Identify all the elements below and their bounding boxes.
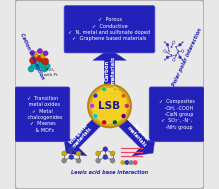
Text: Carbon
materials: Carbon materials	[105, 56, 115, 84]
Circle shape	[69, 147, 74, 152]
Circle shape	[170, 54, 172, 56]
Circle shape	[173, 41, 175, 43]
Circle shape	[36, 55, 43, 62]
Circle shape	[164, 59, 166, 61]
Circle shape	[69, 155, 74, 160]
Circle shape	[112, 87, 117, 92]
Text: ✓  Porous
✓  Conductive
✓  N, metal and sulfonate doped
✓  Graphene based materi: ✓ Porous ✓ Conductive ✓ N, metal and sul…	[68, 17, 151, 41]
Text: Cation interaction: Cation interaction	[19, 33, 45, 81]
Circle shape	[182, 41, 184, 43]
Circle shape	[124, 103, 129, 108]
Circle shape	[103, 155, 108, 160]
FancyBboxPatch shape	[15, 0, 204, 189]
Circle shape	[175, 54, 177, 56]
Circle shape	[179, 56, 181, 59]
Circle shape	[62, 158, 67, 163]
Polygon shape	[117, 117, 156, 156]
Circle shape	[110, 151, 115, 156]
Circle shape	[110, 158, 115, 163]
FancyBboxPatch shape	[15, 87, 70, 142]
Circle shape	[37, 61, 44, 67]
Circle shape	[121, 161, 124, 164]
Circle shape	[40, 53, 46, 58]
Circle shape	[182, 59, 184, 61]
Circle shape	[96, 158, 101, 163]
Polygon shape	[93, 49, 126, 89]
Circle shape	[93, 93, 98, 98]
Circle shape	[31, 62, 37, 68]
Circle shape	[121, 114, 126, 119]
Circle shape	[44, 63, 50, 69]
Circle shape	[112, 120, 117, 125]
Circle shape	[134, 161, 137, 164]
Circle shape	[173, 59, 175, 61]
Polygon shape	[63, 117, 102, 156]
Circle shape	[42, 58, 49, 65]
Circle shape	[92, 88, 127, 123]
Circle shape	[164, 41, 166, 43]
Circle shape	[37, 49, 42, 53]
Circle shape	[166, 43, 169, 46]
Text: Lewis acid base interaction: Lewis acid base interaction	[71, 170, 148, 175]
Circle shape	[76, 158, 81, 163]
Circle shape	[103, 147, 108, 152]
Circle shape	[121, 93, 126, 98]
Circle shape	[41, 66, 47, 72]
Circle shape	[129, 161, 133, 164]
Circle shape	[90, 103, 95, 108]
Circle shape	[35, 64, 41, 70]
Circle shape	[30, 50, 35, 55]
Text: Inorganic
materials: Inorganic materials	[67, 122, 93, 148]
Circle shape	[96, 151, 101, 156]
Circle shape	[166, 56, 169, 59]
Circle shape	[30, 57, 36, 64]
Text: ✓  Transition
   metal oxides
✓  Metal
   chalcogenides
✓  Mxenes
   & MOFs: ✓ Transition metal oxides ✓ Metal chalco…	[23, 96, 62, 133]
Circle shape	[168, 50, 170, 52]
Circle shape	[175, 46, 177, 48]
FancyBboxPatch shape	[149, 87, 204, 142]
Circle shape	[43, 51, 48, 56]
Circle shape	[102, 87, 107, 92]
Circle shape	[76, 151, 81, 156]
Circle shape	[164, 50, 166, 52]
Text: MnO₂
with Pt: MnO₂ with Pt	[44, 68, 58, 77]
Circle shape	[102, 120, 107, 125]
Circle shape	[181, 50, 184, 52]
Circle shape	[179, 43, 181, 46]
Text: Polymer
materials: Polymer materials	[126, 122, 152, 148]
Circle shape	[90, 86, 129, 126]
Circle shape	[177, 50, 180, 52]
Circle shape	[170, 46, 172, 48]
Text: LSB: LSB	[98, 101, 121, 111]
Circle shape	[93, 114, 98, 119]
Text: Polar polar interaction: Polar polar interaction	[171, 27, 203, 87]
Circle shape	[125, 161, 129, 164]
Text: ✓  Composites
   -OH, -COOH
   -C≡N group
✓  SO₃⁻, -N⁻,
   -NH₂ group: ✓ Composites -OH, -COOH -C≡N group ✓ SO₃…	[159, 99, 194, 130]
Circle shape	[33, 52, 38, 57]
Circle shape	[88, 84, 131, 128]
Circle shape	[62, 151, 67, 156]
FancyBboxPatch shape	[64, 6, 155, 53]
Circle shape	[28, 66, 34, 72]
